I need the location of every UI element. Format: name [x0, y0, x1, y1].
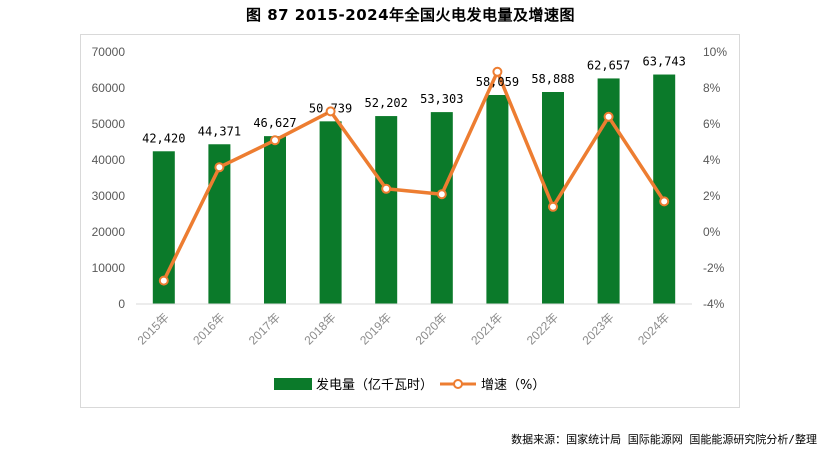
x-tick-label: 2024年 [635, 310, 672, 347]
y-left-tick-label: 70000 [92, 45, 126, 59]
y-right-tick-label: 2% [703, 189, 721, 203]
y-right-tick-label: -4% [703, 297, 725, 311]
bar [319, 121, 342, 304]
bar [208, 144, 231, 304]
growth-point [603, 111, 614, 122]
bar [486, 94, 509, 304]
chart-title: 图 87 2015-2024年全国火电发电量及增速图 [245, 6, 576, 24]
data-source-note: 数据来源：国家统计局 国际能源网 国能能源研究院分析/整理 [511, 433, 817, 446]
x-tick-label: 2018年 [301, 310, 338, 347]
bar [597, 78, 620, 304]
x-tick-label: 2023年 [579, 310, 616, 347]
growth-point [548, 201, 558, 212]
y-left-tick-label: 30000 [92, 189, 126, 203]
x-tick-label: 2020年 [413, 310, 450, 347]
x-tick-label: 2022年 [524, 310, 561, 347]
y-left-tick-label: 50000 [92, 117, 126, 131]
y-right-tick-label: 8% [703, 81, 721, 95]
growth-point [492, 66, 503, 77]
x-tick-label: 2021年 [468, 310, 505, 347]
x-tick-label: 2015年 [135, 310, 172, 347]
y-right-tick-label: 4% [703, 153, 721, 167]
bar [375, 116, 398, 304]
legend-line-label: 增速（%） [481, 378, 545, 393]
growth-point [270, 135, 280, 146]
y-right-tick-label: -2% [703, 261, 725, 275]
growth-point [325, 106, 336, 117]
growth-point [381, 183, 392, 194]
growth-point [158, 275, 169, 286]
x-tick-label: 2017年 [246, 310, 283, 347]
y-left-tick-label: 40000 [92, 153, 126, 167]
legend-line-marker [453, 379, 463, 389]
y-right-tick-label: 10% [703, 45, 727, 59]
bar-data-label: 63,743 [643, 55, 686, 69]
y-right-tick-label: 0% [703, 225, 721, 239]
x-tick-label: 2019年 [357, 310, 394, 347]
growth-line [162, 70, 666, 282]
growth-point [436, 189, 447, 200]
legend-bar-label: 发电量（亿千瓦时） [316, 377, 433, 393]
y-left-tick-label: 20000 [92, 225, 126, 239]
growth-point [214, 162, 225, 173]
bar [264, 136, 286, 304]
y-right-tick-label: 6% [703, 117, 721, 131]
bar-data-label: 52,202 [365, 96, 408, 110]
bar-data-label: 58,059 [476, 75, 519, 89]
bar-data-label: 53,303 [420, 92, 463, 106]
bar-data-label: 62,657 [587, 58, 630, 72]
y-left-tick-label: 10000 [92, 261, 126, 275]
bar-data-label: 44,371 [198, 124, 241, 138]
bar-data-label: 42,420 [142, 131, 185, 145]
y-left-tick-label: 0 [118, 297, 125, 311]
y-left-tick-label: 60000 [92, 81, 126, 95]
bar [430, 112, 453, 305]
bar-data-label: 46,627 [253, 116, 296, 130]
bar [542, 92, 564, 304]
growth-point [659, 196, 670, 207]
chart-frame [80, 34, 740, 408]
legend-bar-swatch [274, 378, 312, 390]
bar-data-label: 58,888 [531, 72, 574, 86]
bar [653, 74, 676, 304]
x-tick-label: 2016年 [190, 310, 227, 347]
